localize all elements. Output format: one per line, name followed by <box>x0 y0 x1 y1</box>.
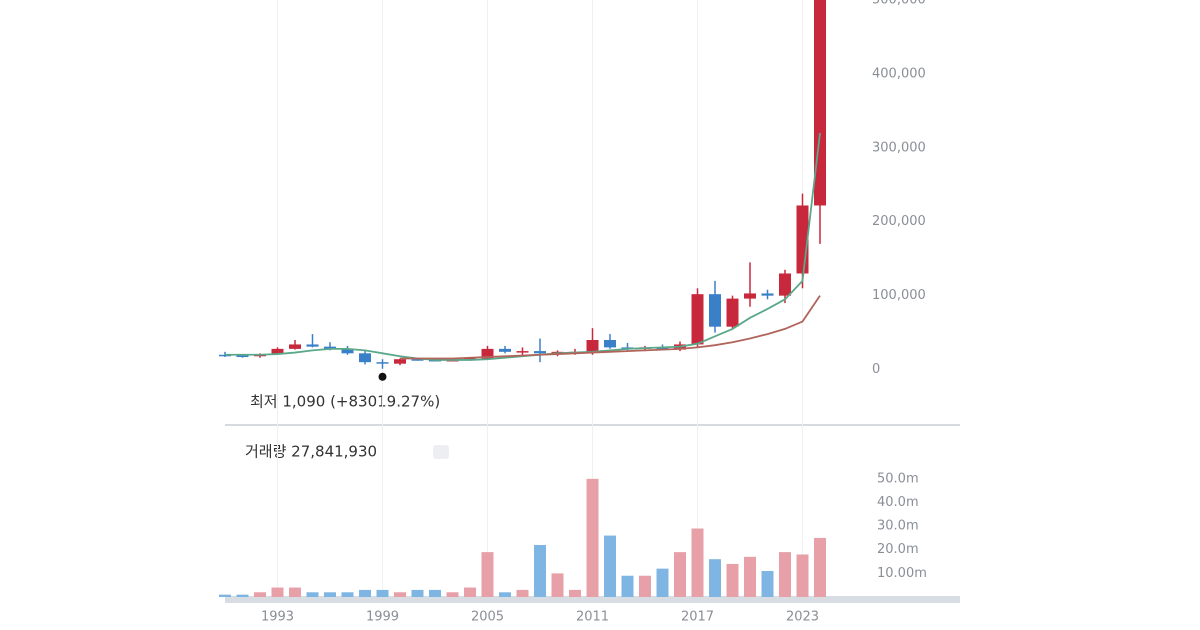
candle-body <box>744 293 756 299</box>
volume-bar <box>254 592 266 597</box>
volume-bar <box>271 587 284 597</box>
candle-body <box>411 359 424 361</box>
volume-bar <box>324 592 336 597</box>
volume-bar <box>411 589 424 597</box>
volume-bar <box>779 552 791 597</box>
candle-body <box>394 359 406 364</box>
candle-body <box>534 351 546 354</box>
volume-bar <box>341 592 354 597</box>
candle-body <box>779 273 791 296</box>
candle-body <box>691 294 704 345</box>
volume-bar <box>586 478 599 597</box>
volume-bar <box>814 537 826 597</box>
candle-body <box>289 344 301 349</box>
y-tick-label: 400,000 <box>872 66 926 81</box>
volume-settings-icon[interactable] <box>433 445 449 459</box>
y-tick-label: 100,000 <box>872 288 926 303</box>
volume-bar <box>796 554 809 597</box>
volume-bar <box>726 563 739 597</box>
volume-bar <box>306 592 319 597</box>
volume-bar <box>691 528 704 597</box>
y-tick-label: 500,000 <box>872 0 926 8</box>
volume-bar <box>639 575 651 597</box>
y-tick-label: 200,000 <box>872 214 926 229</box>
candle-body <box>604 340 616 348</box>
volume-tick-label: 20.0m <box>877 542 919 557</box>
volume-bar <box>674 552 686 597</box>
moving-average-line <box>400 295 821 360</box>
volume-bar <box>394 592 406 597</box>
y-tick-label: 300,000 <box>872 140 926 155</box>
volume-bar <box>236 594 249 597</box>
volume-tick-label: 30.0m <box>877 519 919 534</box>
volume-bar <box>429 589 441 597</box>
candle-body <box>376 362 389 364</box>
candle-body <box>586 340 599 352</box>
volume-bar <box>499 592 511 597</box>
x-tick-label: 1993 <box>261 610 294 625</box>
candle-body <box>516 351 529 353</box>
volume-bar <box>219 594 231 597</box>
x-tick-label: 2005 <box>471 610 504 625</box>
volume-tick-label: 40.0m <box>877 495 919 510</box>
low-label: 최저 1,090 (+83019.27%) <box>250 393 440 411</box>
volume-tick-label: 50.0m <box>877 471 919 486</box>
x-tick-label: 2011 <box>576 610 609 625</box>
volume-bar <box>446 592 459 597</box>
candle-body <box>341 348 354 354</box>
volume-bar <box>359 589 371 597</box>
volume-bar <box>551 573 564 597</box>
volume-bar <box>481 552 494 597</box>
volume-bar <box>709 559 721 597</box>
x-axis-band <box>225 596 960 603</box>
volume-bar <box>604 535 616 597</box>
candle-body <box>324 346 336 349</box>
volume-bar <box>621 575 634 597</box>
volume-bar <box>569 589 581 597</box>
candle-body <box>709 294 721 327</box>
candle-body <box>761 293 774 296</box>
volume-bar <box>376 589 389 597</box>
volume-bar <box>761 571 774 597</box>
volume-bar <box>534 545 546 597</box>
candle-body <box>271 348 284 355</box>
candle-body <box>656 347 669 350</box>
volume-bar <box>656 568 669 597</box>
candle-body <box>726 298 739 327</box>
x-tick-label: 2017 <box>681 610 714 625</box>
candle-body <box>359 353 371 363</box>
candle-body <box>499 348 511 352</box>
volume-bar <box>464 587 476 597</box>
x-tick-label: 2023 <box>786 610 819 625</box>
volume-bar <box>516 589 529 597</box>
volume-label: 거래량 27,841,930 <box>245 443 377 461</box>
x-tick-label: 1999 <box>366 610 399 625</box>
candle-body <box>236 355 249 358</box>
candle-body <box>481 348 494 359</box>
volume-bar <box>289 587 301 597</box>
y-tick-label: 0 <box>872 362 880 377</box>
candle-body <box>306 344 319 347</box>
volume-bar <box>744 556 756 597</box>
low-marker <box>378 372 387 381</box>
volume-tick-label: 10.00m <box>877 566 927 581</box>
